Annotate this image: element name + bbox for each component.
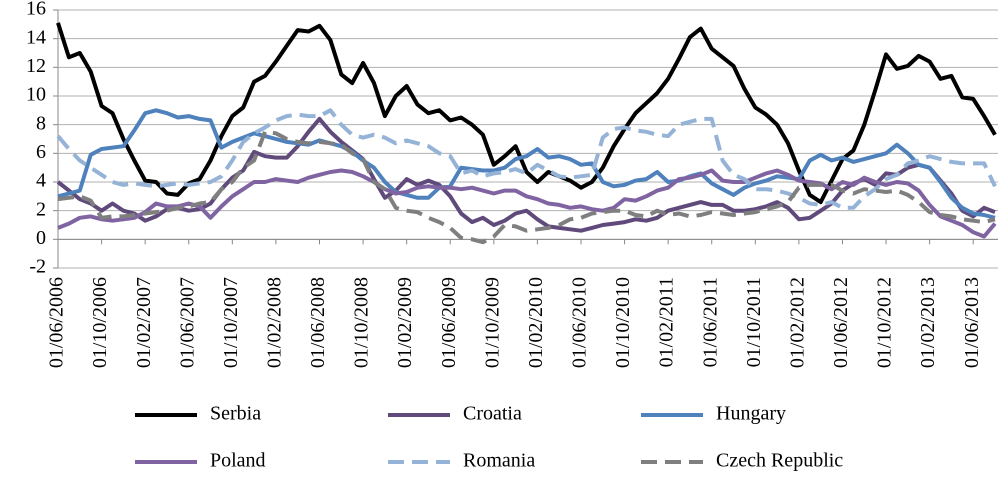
x-tick-label: 01/02/2007 (133, 277, 155, 368)
x-tick-label: 01/10/2010 (612, 277, 634, 368)
x-tick-label: 01/02/2013 (917, 277, 939, 368)
legend-label: Serbia (210, 403, 261, 425)
y-tick-label: 4 (36, 170, 46, 192)
x-tick-label: 01/10/2012 (874, 277, 896, 368)
x-tick-label: 01/10/2006 (89, 277, 111, 368)
series-line (57, 129, 996, 245)
y-tick-label: 10 (26, 84, 46, 106)
x-tick-label: 01/02/2008 (264, 277, 286, 368)
x-tick-label: 01/06/2007 (176, 277, 198, 368)
y-tick-label: 16 (26, 0, 46, 20)
x-tick-label: 01/02/2011 (656, 277, 678, 367)
y-tick-label: 14 (26, 26, 46, 48)
series-line (56, 22, 997, 205)
x-tick-label: 01/06/2008 (307, 277, 329, 368)
x-tick-label: 01/02/2009 (394, 277, 416, 368)
series-line (57, 168, 997, 239)
legend-label: Czech Republic (716, 450, 843, 472)
x-tick-label: 01/02/2010 (525, 277, 547, 368)
x-tick-label: 01/06/2012 (830, 277, 852, 368)
x-tick-label: 01/10/2011 (743, 277, 765, 367)
x-tick-label: 01/06/2006 (46, 277, 68, 368)
x-tick-label: 01/06/2009 (438, 277, 460, 368)
x-tick-label: 01/06/2010 (569, 277, 591, 368)
series-line (56, 116, 996, 233)
x-tick-label: 01/10/2009 (481, 277, 503, 368)
y-tick-label: 6 (36, 141, 46, 163)
x-tick-label: 01/06/2013 (961, 277, 983, 368)
legend-label: Poland (210, 450, 266, 472)
series-line (56, 108, 997, 210)
legend-label: Romania (463, 450, 535, 472)
x-tick-label: 01/06/2011 (699, 277, 721, 367)
x-tick-label: 01/10/2008 (351, 277, 373, 368)
x-tick-label: 01/10/2007 (220, 277, 242, 368)
x-tick-label: 01/02/2012 (786, 277, 808, 368)
y-tick-label: 12 (26, 55, 46, 77)
legend-label: Croatia (463, 403, 522, 425)
y-tick-label: 0 (36, 227, 46, 249)
y-tick-label: 8 (36, 112, 46, 134)
series-line (57, 108, 996, 220)
y-tick-label: 2 (36, 198, 46, 220)
y-tick-label: -2 (29, 256, 46, 278)
legend-label: Hungary (716, 403, 786, 425)
